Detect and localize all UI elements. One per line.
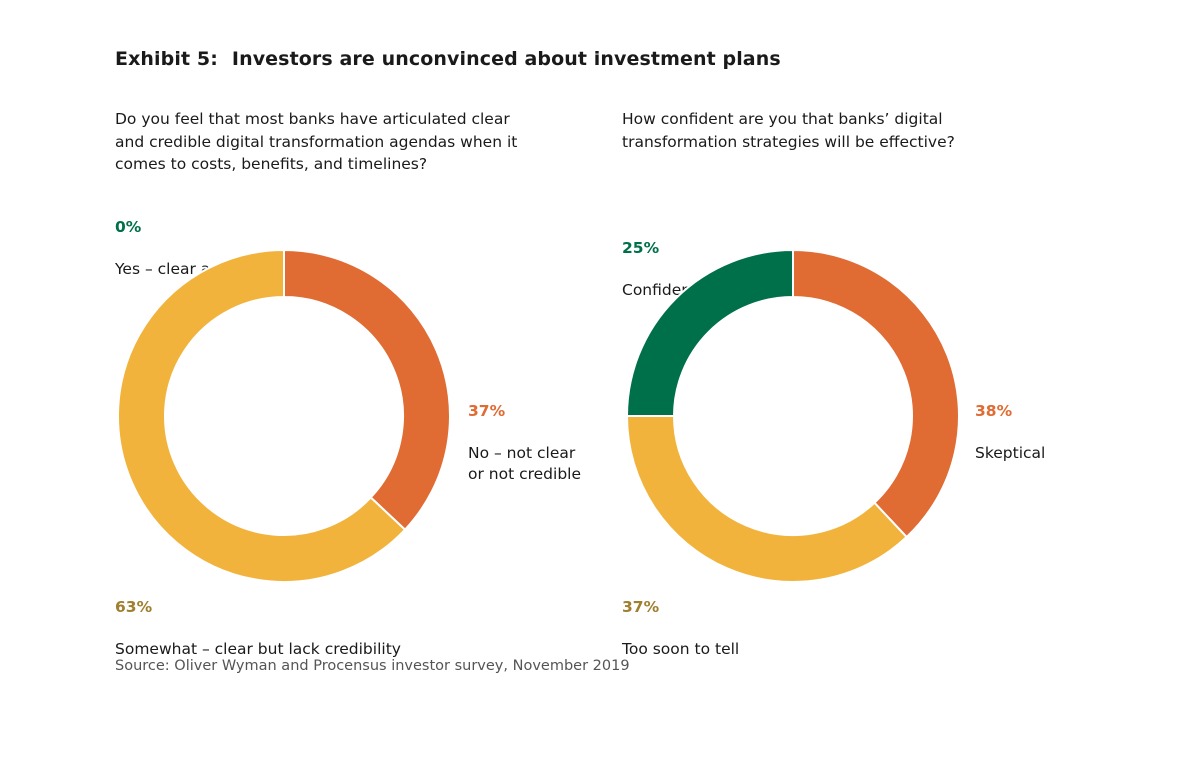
right-donut-chart: [625, 248, 960, 583]
right-chart-question: How confident are you that banks’ digita…: [622, 110, 955, 151]
exhibit-number: Exhibit 5:: [115, 48, 218, 70]
donut-slice-1: [625, 415, 909, 583]
donut-slice-0: [792, 248, 960, 539]
right-label-skeptical-text: Skeptical: [975, 444, 1046, 462]
right-label-confident-text: Confident: [622, 281, 698, 299]
left-label-somewhat: 63% Somewhat – clear but lack credibilit…: [115, 576, 401, 681]
left-label-no-value: 37%: [468, 402, 506, 420]
exhibit-heading: Investors are unconvinced about investme…: [231, 48, 781, 70]
left-label-somewhat-value: 63%: [115, 598, 153, 616]
left-label-yes-value: 0%: [115, 218, 142, 236]
donut-slice-1: [283, 248, 451, 532]
source-note: Source: Oliver Wyman and Procensus inves…: [115, 658, 630, 674]
left-label-somewhat-text: Somewhat – clear but lack credibility: [115, 640, 401, 658]
right-label-confident: 25% Confident: [622, 217, 697, 322]
right-label-skeptical: 38% Skeptical: [975, 380, 1045, 485]
donut-slice-2: [117, 248, 407, 583]
exhibit-title: Exhibit 5: Investors are unconvinced abou…: [115, 48, 781, 70]
right-label-too-soon-value: 37%: [622, 598, 660, 616]
left-chart-question: Do you feel that most banks have articul…: [115, 110, 518, 173]
left-label-no: 37% No – not clear or not credible: [468, 380, 581, 506]
right-label-confident-value: 25%: [622, 239, 660, 257]
right-label-too-soon-text: Too soon to tell: [622, 640, 740, 658]
donut-slice-2: [625, 248, 794, 417]
right-label-skeptical-value: 38%: [975, 402, 1013, 420]
left-label-no-text: No – not clear or not credible: [468, 444, 582, 483]
left-donut-chart: [117, 248, 451, 583]
right-label-too-soon: 37% Too soon to tell: [622, 576, 739, 681]
